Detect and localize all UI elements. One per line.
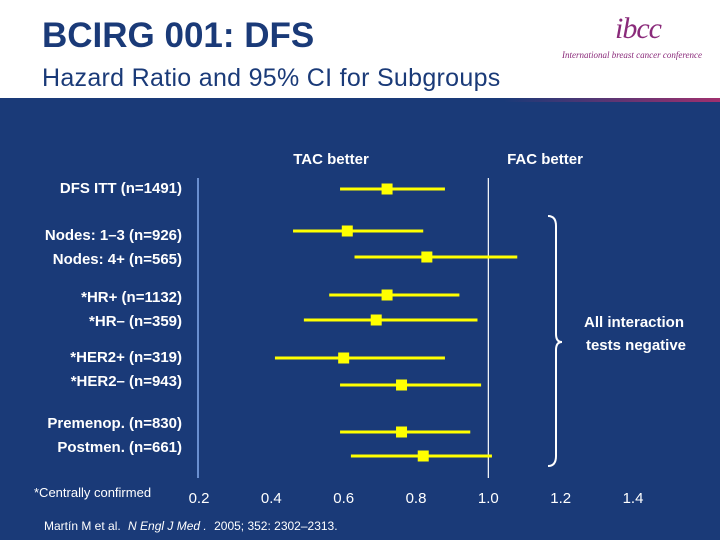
right-direction-label: FAC better <box>507 151 583 168</box>
annotation-line-1: All interaction <box>584 314 684 331</box>
x-tick-label: 0.8 <box>406 490 427 507</box>
citation-journal-period: . <box>203 519 206 533</box>
x-tick-label: 0.2 <box>189 490 210 507</box>
hr-marker <box>396 379 408 391</box>
hr-marker <box>341 225 353 237</box>
x-tick-label: 1.0 <box>478 490 499 507</box>
hr-marker <box>338 352 350 364</box>
hr-marker <box>381 289 393 301</box>
interaction-brace <box>547 215 563 467</box>
row-label: *HER2– (n=943) <box>71 373 182 390</box>
forest-marks <box>274 183 518 462</box>
hr-marker <box>396 426 408 438</box>
citation-journal: N Engl J Med <box>128 519 200 533</box>
ibcc-logo: ibcc International breast cancer confere… <box>560 8 710 72</box>
row-label: Postmen. (n=661) <box>57 439 182 456</box>
row-label: *HR– (n=359) <box>89 313 182 330</box>
slide-header: BCIRG 001: DFS Hazard Ratio and 95% CI f… <box>0 0 720 102</box>
x-tick-label: 0.4 <box>261 490 282 507</box>
citation-details: 2005; 352: 2302–2313. <box>214 519 337 533</box>
hr-marker <box>370 314 382 326</box>
hr-marker <box>381 183 393 195</box>
x-tick-label: 1.2 <box>550 490 571 507</box>
hr-marker <box>421 251 433 263</box>
row-label: DFS ITT (n=1491) <box>60 180 182 197</box>
row-label: Premenop. (n=830) <box>47 415 182 432</box>
row-label: *HR+ (n=1132) <box>81 289 182 306</box>
x-tick-label: 0.6 <box>333 490 354 507</box>
logo-mark: ibcc <box>615 12 662 45</box>
row-labels: DFS ITT (n=1491) Nodes: 1–3 (n=926) Node… <box>45 180 182 456</box>
header-divider <box>0 98 720 102</box>
logo-text: International breast cancer conference <box>562 50 703 60</box>
slide-title: BCIRG 001: DFS <box>42 16 315 55</box>
x-tick-label: 1.4 <box>623 490 644 507</box>
row-label: Nodes: 4+ (n=565) <box>53 251 182 268</box>
hr-marker <box>417 450 429 462</box>
row-label: Nodes: 1–3 (n=926) <box>45 227 182 244</box>
slide-subtitle: Hazard Ratio and 95% CI for Subgroups <box>42 64 501 92</box>
footnote: *Centrally confirmed <box>34 485 151 500</box>
citation: Martín M et al. N Engl J Med . 2005; 352… <box>44 519 338 533</box>
x-axis-ticks: 0.2 0.4 0.6 0.8 1.0 1.2 1.4 <box>189 490 644 507</box>
row-label: *HER2+ (n=319) <box>70 349 182 366</box>
citation-authors: Martín M et al. <box>44 519 121 533</box>
left-direction-label: TAC better <box>293 151 369 168</box>
annotation-line-2: tests negative <box>586 337 686 354</box>
